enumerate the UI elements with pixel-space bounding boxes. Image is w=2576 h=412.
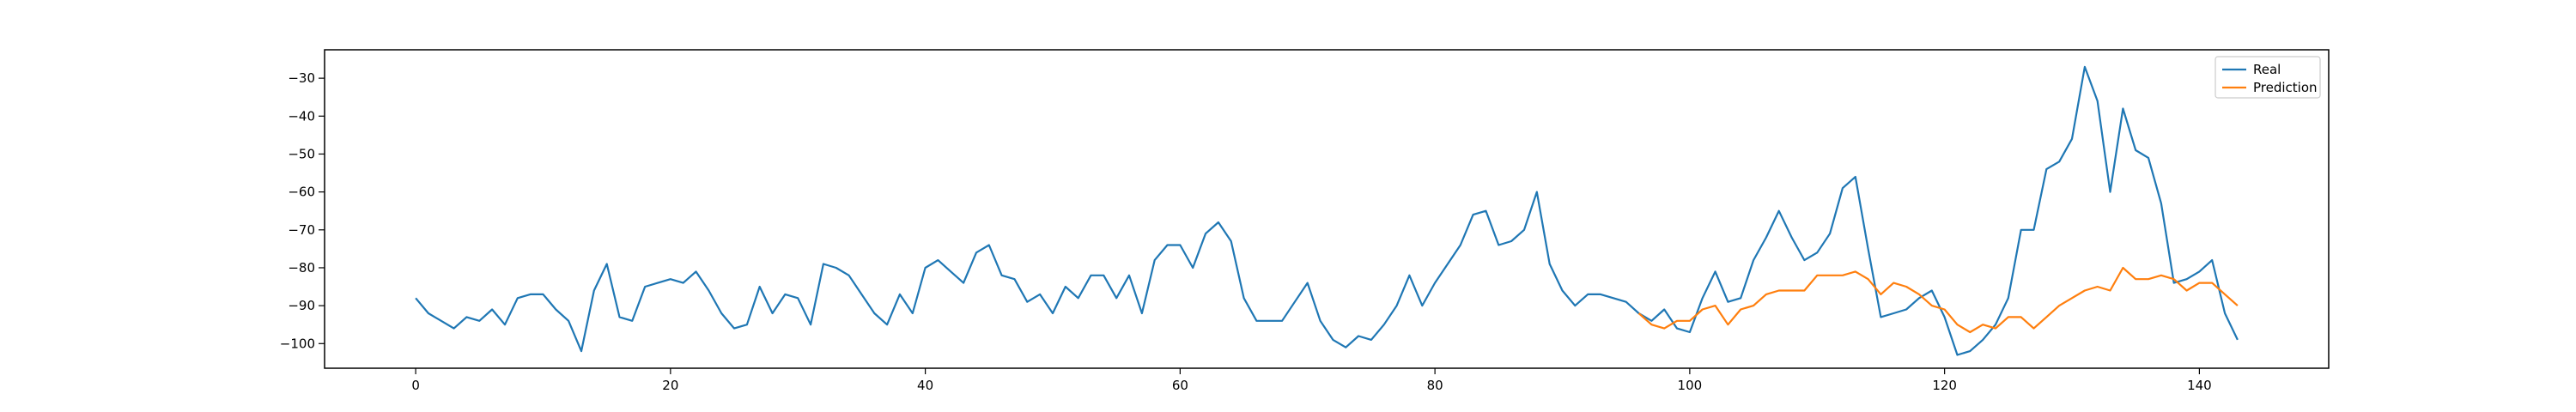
x-tick-label: 80 bbox=[1427, 378, 1443, 393]
x-tick-label: 100 bbox=[1678, 378, 1703, 393]
legend: Real Prediction bbox=[2215, 56, 2321, 99]
x-tick-label: 40 bbox=[917, 378, 933, 393]
y-tick-label: −60 bbox=[288, 185, 315, 200]
legend-label-prediction: Prediction bbox=[2253, 80, 2318, 95]
series-layer bbox=[415, 65, 2239, 356]
axes-frame bbox=[324, 49, 2330, 369]
x-tick-label: 140 bbox=[2187, 378, 2212, 393]
y-tick-label: −40 bbox=[288, 108, 315, 124]
series-line-real bbox=[415, 65, 2239, 356]
y-tick-label: −30 bbox=[288, 70, 315, 86]
y-tick-label: −80 bbox=[288, 260, 315, 276]
series-line-prediction bbox=[1637, 266, 2239, 334]
y-axis: −100 −90 −80 −70 −60 −50 −40 −30 bbox=[280, 70, 325, 351]
x-tick-label: 20 bbox=[662, 378, 678, 393]
y-tick-label: −90 bbox=[288, 298, 315, 313]
legend-label-real: Real bbox=[2253, 62, 2281, 77]
y-tick-label: −70 bbox=[288, 222, 315, 238]
x-tick-label: 60 bbox=[1172, 378, 1188, 393]
x-tick-label: 0 bbox=[411, 378, 420, 393]
y-tick-label: −50 bbox=[288, 146, 315, 161]
x-tick-label: 120 bbox=[1932, 378, 1957, 393]
x-axis: 0 20 40 60 80 100 120 140 bbox=[411, 368, 2212, 393]
y-tick-label: −100 bbox=[280, 336, 315, 351]
